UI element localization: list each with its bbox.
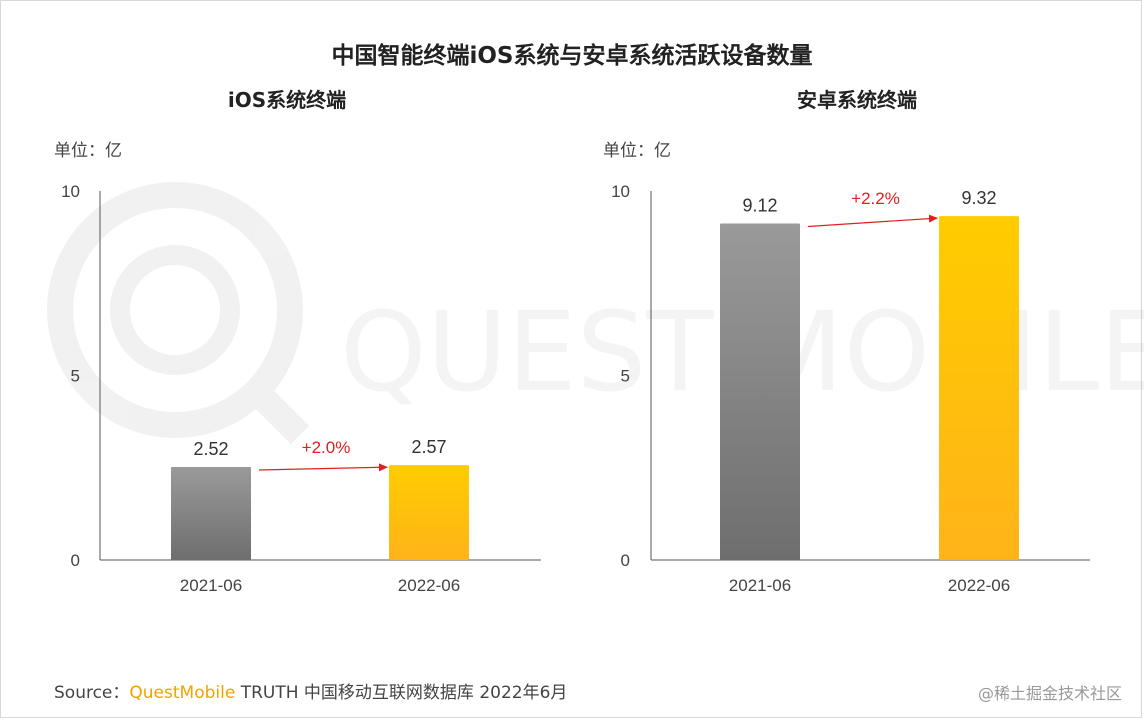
unit-label-android: 单位：亿 bbox=[603, 141, 671, 161]
chart-title-android: 安卓系统终端 bbox=[797, 88, 917, 112]
source-rest: TRUTH 中国移动互联网数据库 2022年6月 bbox=[240, 683, 568, 703]
x-tick-label: 2022-06 bbox=[948, 576, 1010, 595]
y-tick-label: 5 bbox=[71, 367, 80, 386]
watermark-logo-icon bbox=[47, 182, 310, 445]
x-tick-label: 2021-06 bbox=[729, 576, 791, 595]
data-label: 2.52 bbox=[193, 439, 228, 459]
data-label: 9.32 bbox=[961, 188, 996, 208]
y-tick-label: 0 bbox=[71, 551, 80, 570]
chart-title-ios: iOS系统终端 bbox=[227, 88, 347, 112]
bar-2021-06 bbox=[720, 223, 800, 561]
growth-label: +2.2% bbox=[851, 189, 900, 208]
unit-label-ios: 单位：亿 bbox=[54, 141, 122, 161]
main-title: 中国智能终端iOS系统与安卓系统活跃设备数量 bbox=[331, 43, 813, 69]
y-tick-label: 5 bbox=[621, 367, 630, 386]
x-tick-label: 2022-06 bbox=[398, 576, 460, 595]
data-label: 9.12 bbox=[742, 195, 777, 215]
bar-2021-06 bbox=[171, 467, 251, 560]
source-brand: QuestMobile bbox=[129, 683, 236, 703]
bar-2022-06 bbox=[389, 465, 469, 560]
source-note: Source：QuestMobile TRUTH 中国移动互联网数据库 2022… bbox=[54, 678, 567, 703]
source-prefix: Source： bbox=[54, 683, 130, 703]
growth-label: +2.0% bbox=[302, 438, 351, 457]
data-label: 2.57 bbox=[411, 437, 446, 457]
x-tick-label: 2021-06 bbox=[180, 576, 242, 595]
y-tick-label: 10 bbox=[61, 182, 80, 201]
growth-arrow bbox=[807, 214, 938, 228]
y-tick-label: 10 bbox=[611, 182, 630, 201]
growth-arrow bbox=[258, 463, 388, 472]
y-tick-label: 0 bbox=[621, 551, 630, 570]
bar-2022-06 bbox=[939, 216, 1019, 561]
credit-label: @稀土掘金技术社区 bbox=[977, 684, 1122, 703]
